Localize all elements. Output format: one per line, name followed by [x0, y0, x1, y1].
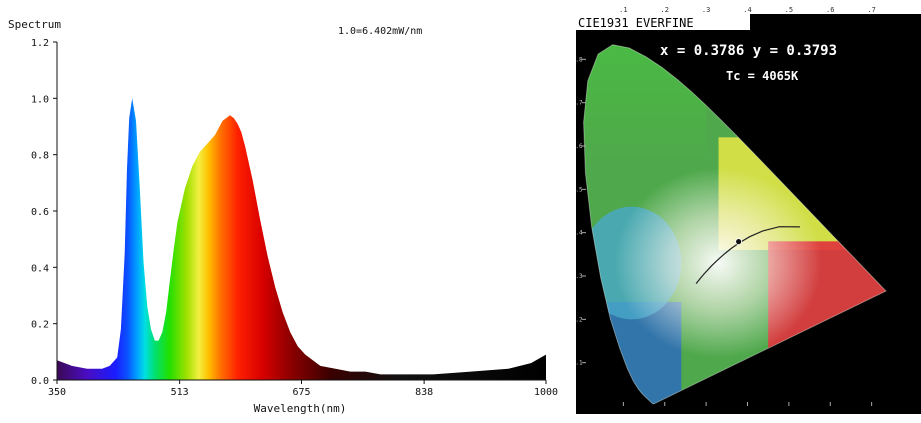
cie-x-tick-label: .6 [826, 6, 834, 14]
y-tick-label: 1.2 [31, 38, 49, 49]
y-tick-label: 0.6 [31, 207, 49, 218]
spectrum-chart: Spectrum 1.0=6.402mW/nm Wavelength(nm) 0… [8, 18, 558, 415]
cie-x-tick-label: .3 [702, 6, 710, 14]
spectrum-area [57, 98, 546, 381]
spectrum-scale-note: 1.0=6.402mW/nm [338, 26, 422, 37]
chromaticity-readout: x = 0.3786 y = 0.3793 [660, 43, 837, 59]
x-tick-label: 1000 [534, 387, 558, 398]
y-tick-label: 0.2 [31, 320, 49, 331]
cie-title: CIE1931 EVERFINE [578, 16, 694, 30]
x-tick-label: 350 [48, 387, 66, 398]
y-tick-label: 0.8 [31, 151, 49, 162]
cie-y-tick-label: .8 [575, 56, 583, 63]
cie-y-tick-label: .6 [575, 143, 583, 150]
y-tick-label: 0.4 [31, 263, 49, 274]
spectral-locus [583, 44, 887, 405]
chromaticity-point [735, 238, 743, 246]
cie-y-tick-label: .5 [575, 186, 583, 193]
x-tick-label: 675 [292, 387, 310, 398]
cie-x-tick-label: .2 [661, 6, 669, 14]
cie-title-box [576, 14, 750, 30]
x-axis-label: Wavelength(nm) [254, 402, 347, 415]
spectrum-title: Spectrum [8, 18, 61, 31]
planckian-locus [695, 226, 800, 284]
x-tick-label: 838 [415, 387, 433, 398]
spectrum-plot: Spectrum 1.0=6.402mW/nm Wavelength(nm) 0… [8, 18, 558, 415]
cie-x-tick-label: .5 [785, 6, 793, 14]
cie-y-tick-label: .4 [575, 230, 583, 237]
cie-x-tick-label: .7 [867, 6, 875, 14]
cie-y-tick-label: .7 [575, 100, 583, 107]
cie-y-tick-label: .3 [575, 273, 583, 280]
x-tick-label: 513 [171, 387, 189, 398]
cie-y-tick-label: .1 [575, 360, 583, 367]
cie-x-tick-label: .4 [743, 6, 751, 14]
cie-plot: .1 .2 .3 .4 .5 .6 .7 .1 .2 .3 .4 .5 .6 .7 .8 CIE1931 … [575, 6, 921, 414]
y-tick-label: 0.0 [31, 376, 49, 387]
y-tick-label: 1.0 [31, 94, 49, 105]
cct-readout: Tc = 4065K [726, 69, 799, 83]
cie-x-tick-label: .1 [619, 6, 627, 14]
cie-y-tick-label: .2 [575, 316, 583, 323]
cie-diagram: .1 .2 .3 .4 .5 .6 .7 .1 .2 .3 .4 .5 .6 .7 .8 CIE1931 … [570, 0, 921, 419]
